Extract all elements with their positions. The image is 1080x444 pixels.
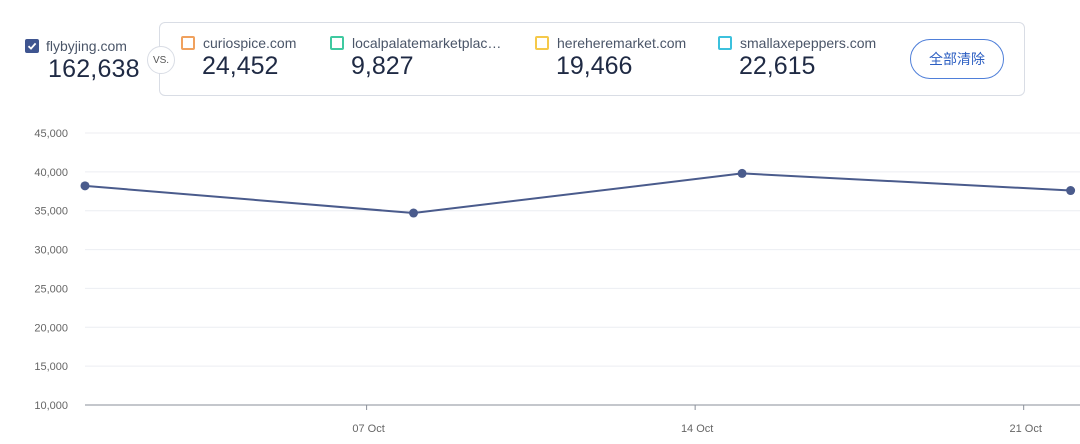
y-tick-label: 30,000 — [34, 245, 68, 257]
clear-all-button[interactable]: 全部清除 — [910, 39, 1004, 79]
competitor-4-value: 22,615 — [739, 52, 816, 80]
competitor-1-checkbox-icon[interactable] — [181, 36, 195, 50]
competitor-3[interactable]: hereheremarket.com 19,466 — [535, 35, 705, 81]
competitor-2[interactable]: localpalatemarketplac… 9,827 — [330, 35, 515, 81]
series-line — [84, 172, 1071, 215]
data-point — [409, 208, 419, 218]
x-tick-label: 21 Oct — [1009, 423, 1041, 435]
competitor-1-value: 24,452 — [202, 52, 279, 80]
data-point — [80, 181, 90, 191]
competitor-2-checkbox-icon[interactable] — [330, 36, 344, 50]
y-tick-label: 20,000 — [34, 322, 68, 334]
competitor-4-checkbox-icon[interactable] — [718, 36, 732, 50]
primary-site-name: flybyjing.com — [46, 38, 127, 54]
y-tick-label: 25,000 — [34, 283, 68, 295]
competitor-3-checkbox-icon[interactable] — [535, 36, 549, 50]
y-tick-label: 15,000 — [34, 361, 68, 373]
competitor-4[interactable]: smallaxepeppers.com 22,615 — [718, 35, 898, 81]
vs-badge: VS. — [147, 46, 175, 74]
x-tick-label: 07 Oct — [352, 423, 384, 435]
y-tick-label: 45,000 — [34, 128, 68, 140]
data-point — [1066, 186, 1076, 196]
competitor-2-value: 9,827 — [351, 52, 414, 80]
data-point — [737, 168, 747, 178]
primary-site-checkbox-icon[interactable] — [25, 39, 39, 53]
primary-site: flybyjing.com 162,638 — [25, 38, 140, 84]
y-tick-label: 40,000 — [34, 167, 68, 179]
primary-site-value: 162,638 — [48, 55, 140, 83]
competitor-3-value: 19,466 — [556, 52, 633, 80]
competitor-1[interactable]: curiospice.com 24,452 — [181, 35, 321, 81]
x-tick-label: 14 Oct — [681, 423, 713, 435]
y-tick-label: 35,000 — [34, 206, 68, 218]
competitors-panel: curiospice.com 24,452 localpalatemarketp… — [159, 22, 1025, 96]
y-tick-label: 10,000 — [34, 400, 68, 412]
